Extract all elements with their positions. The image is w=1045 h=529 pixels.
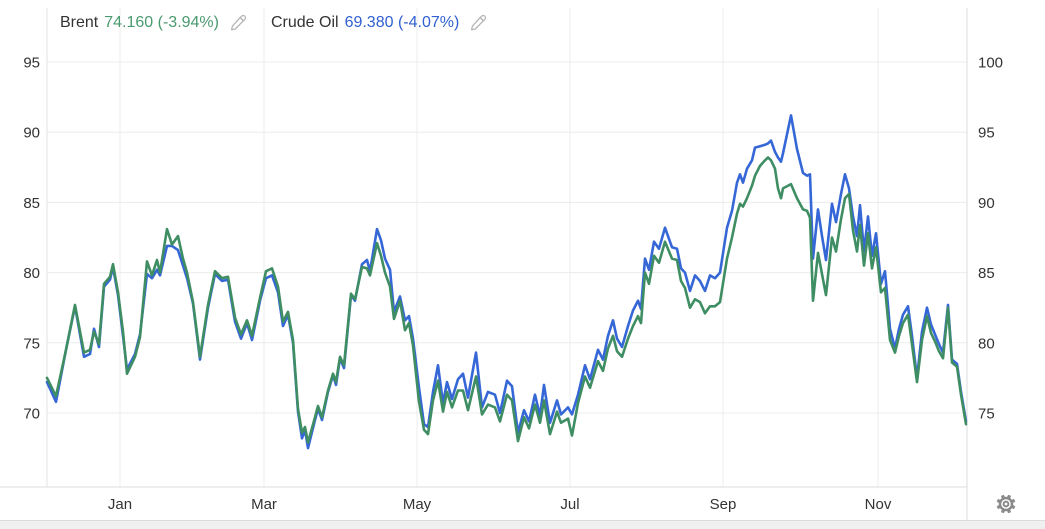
month-axis-labels: Jan Mar May Jul Sep Nov <box>108 496 892 513</box>
legend: Brent 74.160 (-3.94%) Crude Oil 69.380 (… <box>60 14 501 32</box>
svg-text:Sep: Sep <box>710 496 737 513</box>
edit-pencil-icon[interactable] <box>229 14 247 32</box>
edit-pencil-icon[interactable] <box>469 14 487 32</box>
svg-text:Mar: Mar <box>251 496 277 513</box>
legend-item-brent[interactable]: Brent 74.160 (-3.94%) <box>60 14 247 32</box>
horizontal-gridlines <box>47 61 967 414</box>
svg-text:95: 95 <box>978 125 995 142</box>
svg-text:75: 75 <box>978 406 995 423</box>
brent-label: Brent <box>60 14 99 31</box>
legend-item-crude-oil[interactable]: Crude Oil 69.380 (-4.07%) <box>271 14 487 32</box>
svg-text:75: 75 <box>23 335 40 352</box>
left-axis-labels: 95 90 85 80 75 70 <box>23 55 40 423</box>
svg-text:Nov: Nov <box>865 496 892 513</box>
svg-text:80: 80 <box>23 265 40 282</box>
brent-value: 74.160 (-3.94%) <box>104 14 219 31</box>
svg-text:85: 85 <box>23 195 40 212</box>
svg-text:70: 70 <box>23 406 40 423</box>
svg-text:90: 90 <box>978 195 995 212</box>
plot-borders <box>0 8 968 520</box>
svg-text:95: 95 <box>23 55 40 72</box>
svg-text:Jul: Jul <box>560 496 579 513</box>
settings-gear-icon[interactable] <box>994 492 1018 516</box>
right-axis-labels: 100 95 90 85 80 75 <box>978 55 1003 423</box>
svg-text:85: 85 <box>978 265 995 282</box>
svg-text:80: 80 <box>978 335 995 352</box>
price-lines <box>45 114 968 450</box>
svg-text:100: 100 <box>978 55 1003 72</box>
svg-text:90: 90 <box>23 125 40 142</box>
svg-text:Jan: Jan <box>108 496 132 513</box>
crude-oil-label: Crude Oil <box>270 14 339 31</box>
crude-oil-value: 69.380 (-4.07%) <box>344 14 460 31</box>
svg-text:May: May <box>403 496 432 513</box>
bottom-page-strip <box>0 520 1045 529</box>
